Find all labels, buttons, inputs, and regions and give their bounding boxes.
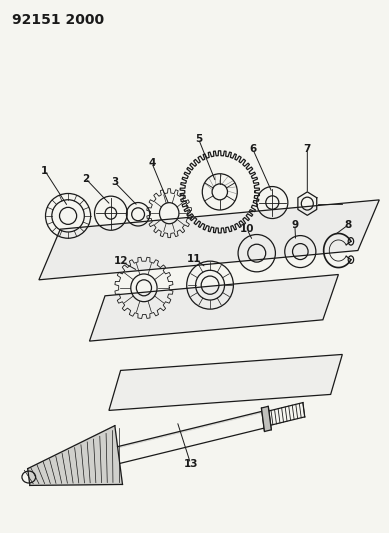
Text: 4: 4 xyxy=(148,158,155,167)
Text: 13: 13 xyxy=(183,459,198,469)
Polygon shape xyxy=(109,354,342,410)
Polygon shape xyxy=(28,426,123,486)
Polygon shape xyxy=(89,274,338,341)
Text: 7: 7 xyxy=(304,144,311,154)
Text: 92151 2000: 92151 2000 xyxy=(12,13,104,27)
Polygon shape xyxy=(39,200,379,280)
Text: 6: 6 xyxy=(249,144,256,154)
Text: 5: 5 xyxy=(195,134,202,143)
Text: 8: 8 xyxy=(345,220,352,230)
Text: 9: 9 xyxy=(291,220,298,230)
Text: 2: 2 xyxy=(82,174,89,183)
Text: 12: 12 xyxy=(113,256,128,266)
Text: 3: 3 xyxy=(111,177,118,187)
Text: 1: 1 xyxy=(41,166,48,175)
Polygon shape xyxy=(261,406,271,432)
Text: 11: 11 xyxy=(187,254,202,263)
Text: 10: 10 xyxy=(240,224,254,234)
